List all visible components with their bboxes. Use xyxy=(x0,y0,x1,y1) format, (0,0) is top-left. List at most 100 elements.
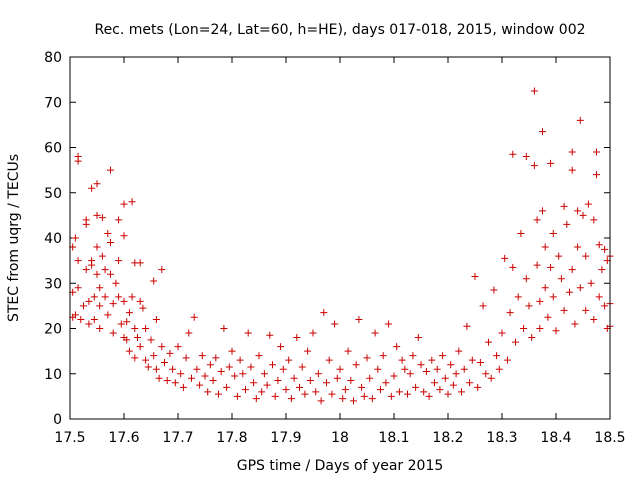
data-point xyxy=(439,352,447,360)
data-point xyxy=(85,320,93,328)
data-point xyxy=(377,386,384,394)
y-tick-label: 50 xyxy=(44,186,62,202)
data-point xyxy=(552,327,560,335)
data-point xyxy=(109,300,117,308)
data-point xyxy=(209,377,217,385)
data-point xyxy=(520,325,528,332)
data-point xyxy=(539,128,546,136)
data-point xyxy=(582,252,590,260)
data-point xyxy=(533,216,541,224)
data-point xyxy=(117,320,125,328)
data-point xyxy=(398,356,406,364)
data-point xyxy=(109,329,117,337)
data-point xyxy=(341,386,349,394)
data-point xyxy=(231,372,239,380)
data-point xyxy=(455,347,463,355)
data-point xyxy=(390,372,398,380)
data-point xyxy=(128,293,136,301)
data-point xyxy=(223,383,231,391)
data-point xyxy=(74,284,82,292)
data-point xyxy=(571,320,579,328)
x-tick-label: 18.5 xyxy=(594,430,625,446)
data-point xyxy=(112,279,120,287)
data-point xyxy=(595,241,603,249)
data-point xyxy=(366,374,374,382)
data-point xyxy=(547,263,555,271)
data-point xyxy=(436,386,444,394)
data-point xyxy=(317,397,325,405)
data-point xyxy=(350,397,357,405)
data-point xyxy=(431,379,438,387)
data-point xyxy=(517,229,525,237)
data-point xyxy=(179,383,187,391)
data-point xyxy=(323,379,330,387)
data-point xyxy=(144,363,152,371)
data-point xyxy=(93,270,101,278)
data-point xyxy=(120,297,128,305)
data-point xyxy=(539,207,546,215)
data-point xyxy=(196,381,204,389)
data-point xyxy=(466,379,474,387)
data-point xyxy=(244,329,252,337)
data-point xyxy=(279,365,287,373)
data-point xyxy=(547,159,555,167)
data-point xyxy=(468,356,476,364)
x-tick-label: 18 xyxy=(331,430,349,446)
data-point xyxy=(595,293,603,301)
data-point xyxy=(90,315,98,323)
data-point xyxy=(96,284,104,292)
data-point xyxy=(509,150,517,158)
data-point xyxy=(98,214,106,222)
data-point xyxy=(514,293,522,301)
y-tick-label: 40 xyxy=(44,231,62,247)
data-point xyxy=(250,379,258,387)
data-point xyxy=(325,356,333,364)
data-point xyxy=(74,153,82,161)
data-point xyxy=(296,383,303,391)
data-point xyxy=(88,184,96,192)
data-point xyxy=(266,331,274,339)
data-point xyxy=(449,381,457,389)
data-point xyxy=(115,293,123,301)
x-tick-label: 18.1 xyxy=(378,430,409,446)
data-point xyxy=(512,338,519,346)
data-point xyxy=(166,349,174,357)
data-point xyxy=(309,329,317,337)
data-point xyxy=(177,370,185,378)
data-point xyxy=(301,390,309,398)
data-point xyxy=(290,374,298,382)
data-point xyxy=(74,257,82,265)
data-point xyxy=(298,363,306,371)
data-point xyxy=(371,329,379,337)
data-point xyxy=(452,370,460,378)
data-point xyxy=(368,395,376,403)
data-point xyxy=(134,334,141,342)
data-point xyxy=(201,372,209,380)
data-point xyxy=(136,297,144,305)
data-point xyxy=(182,354,190,362)
data-point xyxy=(422,367,430,375)
data-point xyxy=(163,377,171,385)
data-point xyxy=(131,354,139,362)
data-point xyxy=(447,361,455,369)
data-point xyxy=(525,302,533,310)
data-point xyxy=(482,370,490,378)
data-point xyxy=(463,322,471,330)
data-point xyxy=(139,304,147,312)
data-point xyxy=(115,216,123,224)
data-point xyxy=(460,365,468,373)
data-point xyxy=(312,388,320,396)
data-point xyxy=(533,261,541,269)
data-point xyxy=(101,266,109,274)
data-point xyxy=(379,352,387,360)
data-point xyxy=(136,343,144,351)
x-tick-label: 17.8 xyxy=(216,430,247,446)
data-point xyxy=(125,309,133,317)
data-point xyxy=(304,347,312,355)
data-point xyxy=(574,207,582,215)
data-point xyxy=(522,153,530,161)
data-point xyxy=(150,277,158,285)
data-point xyxy=(536,297,544,305)
data-point xyxy=(204,388,212,396)
